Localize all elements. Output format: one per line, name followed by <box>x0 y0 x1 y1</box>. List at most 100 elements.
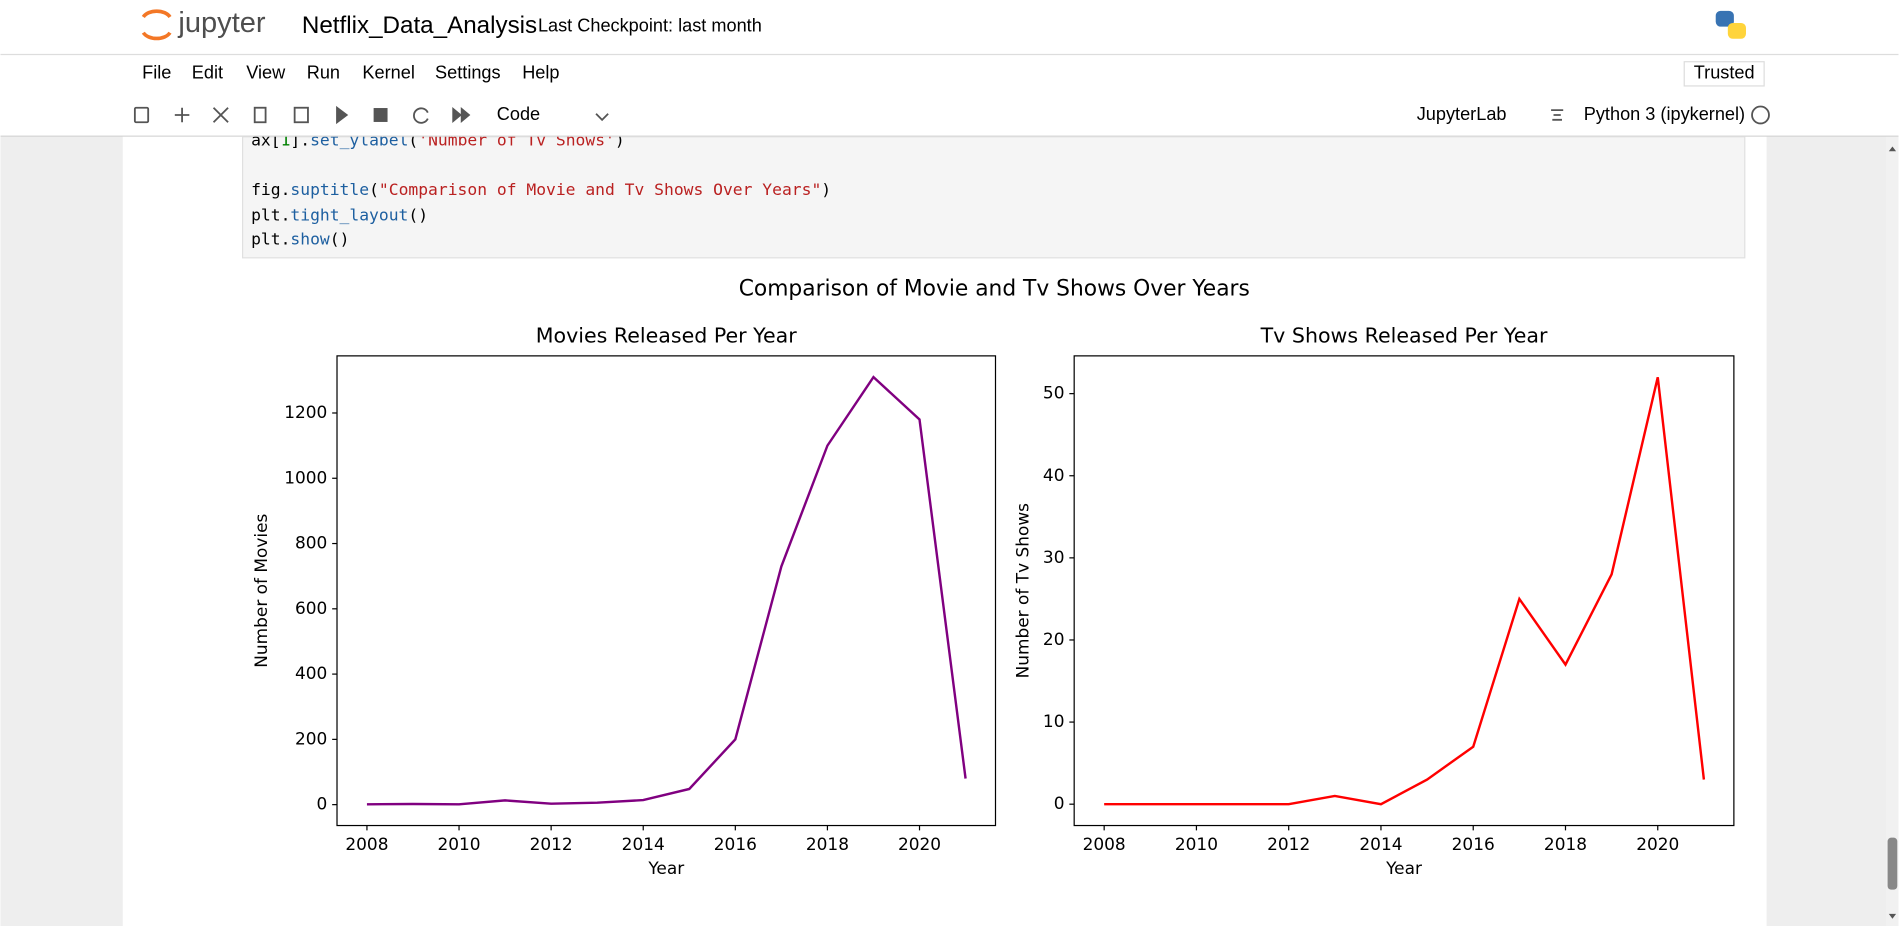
brand[interactable]: jupyter <box>177 7 266 39</box>
axes-frame <box>1073 355 1735 827</box>
x-tick-label: 2018 <box>806 834 849 854</box>
code-line: fig.suptitle("Comparison of Movie and Tv… <box>251 180 831 199</box>
x-tick-label: 2010 <box>1175 834 1218 854</box>
code-token: ) <box>615 130 625 149</box>
kernel-name[interactable]: Python 3 (ipykernel) <box>1584 104 1745 124</box>
x-axis-label: Year <box>647 858 684 878</box>
y-tick-label: 200 <box>295 728 327 748</box>
chart-title: Tv Shows Released Per Year <box>1260 324 1548 348</box>
data-line <box>366 375 967 806</box>
run-icon[interactable] <box>336 105 349 125</box>
y-tick-label: 10 <box>1043 711 1065 731</box>
code-token: ( <box>408 130 418 149</box>
kernel-status <box>1751 105 1770 125</box>
dropdown-icon[interactable] <box>595 113 609 122</box>
debug-icon[interactable] <box>1551 109 1564 121</box>
menu-item[interactable]: Run <box>307 63 340 83</box>
code-token: . <box>281 180 291 199</box>
code-token: ax <box>251 130 271 149</box>
y-tick-label: 600 <box>295 598 327 618</box>
y-tick-label: 1000 <box>284 467 327 487</box>
code-token: . <box>281 205 291 224</box>
header <box>0 0 1899 55</box>
notebook-panel <box>122 136 1767 927</box>
x-tick-label: 2010 <box>437 834 480 854</box>
cell-type[interactable]: Code <box>497 104 540 124</box>
x-tick-label: 2014 <box>1359 834 1402 854</box>
code-token: 1 <box>281 130 291 149</box>
code-token: plt <box>251 229 281 248</box>
menu-item[interactable]: View <box>246 63 286 83</box>
code-token: ( <box>369 180 379 199</box>
y-tick-label: 40 <box>1043 465 1065 485</box>
code-token: set_ylabel <box>310 130 408 149</box>
y-axis-label: Number of Tv Shows <box>1012 503 1032 678</box>
code-token: . <box>281 229 291 248</box>
code-token: fig <box>251 180 281 199</box>
figure-title: Comparison of Movie and Tv Shows Over Ye… <box>739 276 1250 301</box>
stop-icon[interactable] <box>373 108 388 122</box>
y-tick-label: 800 <box>295 533 327 553</box>
code-line: plt.tight_layout() <box>251 205 428 224</box>
y-tick-label: 20 <box>1043 629 1065 649</box>
restart-icon[interactable] <box>413 107 429 124</box>
x-tick-label: 2016 <box>714 834 757 854</box>
code-token: () <box>408 205 428 224</box>
fast-forward-icon[interactable] <box>452 107 471 123</box>
y-tick-label: 50 <box>1043 383 1065 403</box>
code-token: plt <box>251 205 281 224</box>
code-token: ) <box>821 180 831 199</box>
x-tick-label: 2020 <box>898 834 941 854</box>
x-tick-label: 2008 <box>345 834 388 854</box>
x-tick-label: 2016 <box>1452 834 1495 854</box>
y-tick-label: 1200 <box>284 402 327 422</box>
scrollbar[interactable] <box>1886 136 1899 927</box>
y-axis-label: Number of Movies <box>251 514 271 668</box>
jupyterlab-link[interactable]: JupyterLab <box>1417 104 1507 124</box>
y-tick-label: 0 <box>1054 793 1065 813</box>
code-cell[interactable] <box>241 136 1746 259</box>
x-tick-label: 2012 <box>1267 834 1310 854</box>
code-token: [ <box>271 130 281 149</box>
save-icon[interactable] <box>133 106 150 124</box>
x-tick-label: 2020 <box>1636 834 1679 854</box>
menu-item[interactable]: Settings <box>435 63 501 83</box>
jupyter-logo <box>141 31 172 41</box>
code-token: () <box>330 229 350 248</box>
code-token: show <box>290 229 329 248</box>
paste-icon[interactable] <box>293 106 309 124</box>
notebook-name[interactable]: Netflix_Data_Analysis <box>302 12 537 39</box>
x-tick-label: 2014 <box>622 834 665 854</box>
jupyter-logo <box>141 9 172 19</box>
menu-item[interactable]: Kernel <box>362 63 414 83</box>
add-icon[interactable] <box>174 107 190 123</box>
trusted-box[interactable] <box>1683 61 1765 87</box>
x-tick-label: 2012 <box>530 834 573 854</box>
code-token: "Comparison of Movie and Tv Shows Over Y… <box>379 180 821 199</box>
checkpoint: Last Checkpoint: last month <box>538 15 762 35</box>
python-logo <box>1715 10 1746 39</box>
menu-item[interactable]: Edit <box>192 63 223 83</box>
cut-icon[interactable] <box>212 107 229 123</box>
menu-item[interactable]: Help <box>522 63 559 83</box>
code-token: 'Number of Tv Shows' <box>418 130 615 149</box>
y-tick-label: 400 <box>295 663 327 683</box>
y-tick-label: 0 <box>317 794 328 814</box>
toolbar-icons <box>133 105 1770 125</box>
x-tick-label: 2018 <box>1544 834 1587 854</box>
menu-item[interactable]: File <box>142 63 171 83</box>
chart-title: Movies Released Per Year <box>536 324 797 348</box>
data-line <box>1104 376 1706 806</box>
code-line: ax[1].set_ylabel('Number of Tv Shows') <box>251 130 625 149</box>
copy-icon[interactable] <box>253 106 267 124</box>
code-token: tight_layout <box>290 205 408 224</box>
x-axis-label: Year <box>1385 858 1422 878</box>
code-token: ]. <box>290 130 310 149</box>
code-token: suptitle <box>290 180 369 199</box>
y-tick-label: 30 <box>1043 547 1065 567</box>
trusted[interactable]: Trusted <box>1694 63 1755 83</box>
scrollbar-thumb[interactable] <box>1887 837 1898 890</box>
axes-frame <box>336 355 997 827</box>
code-line: plt.show() <box>251 229 349 248</box>
